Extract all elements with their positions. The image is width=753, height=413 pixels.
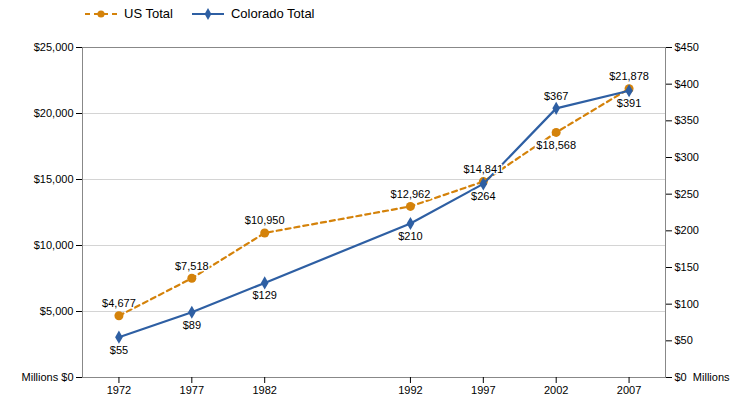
svg-text:$150: $150 bbox=[675, 261, 699, 273]
svg-text:$25,000: $25,000 bbox=[34, 41, 74, 53]
svg-text:$12,962: $12,962 bbox=[391, 188, 431, 200]
svg-text:2002: 2002 bbox=[544, 384, 568, 396]
svg-text:$10,950: $10,950 bbox=[245, 214, 285, 226]
svg-text:$15,000: $15,000 bbox=[34, 173, 74, 185]
svg-text:$21,878: $21,878 bbox=[609, 70, 649, 82]
svg-text:$400: $400 bbox=[675, 78, 699, 90]
svg-text:$18,568: $18,568 bbox=[536, 139, 576, 151]
svg-text:$129: $129 bbox=[252, 289, 276, 301]
svg-text:$200: $200 bbox=[675, 224, 699, 236]
svg-text:2007: 2007 bbox=[617, 384, 641, 396]
svg-text:Millions $0: Millions $0 bbox=[22, 371, 74, 383]
svg-text:1977: 1977 bbox=[180, 384, 204, 396]
svg-text:1972: 1972 bbox=[107, 384, 131, 396]
svg-text:$100: $100 bbox=[675, 298, 699, 310]
svg-text:$0 Millions: $0 Millions bbox=[675, 371, 731, 383]
svg-text:$89: $89 bbox=[183, 319, 201, 331]
svg-text:$350: $350 bbox=[675, 114, 699, 126]
svg-text:$7,518: $7,518 bbox=[175, 260, 209, 272]
html-text:US Total: US Total bbox=[124, 6, 173, 21]
svg-text:$55: $55 bbox=[110, 344, 128, 356]
svg-text:1992: 1992 bbox=[398, 384, 422, 396]
svg-text:$14,841: $14,841 bbox=[463, 163, 503, 175]
svg-text:$367: $367 bbox=[544, 90, 568, 102]
svg-text:$50: $50 bbox=[675, 334, 693, 346]
svg-text:$250: $250 bbox=[675, 188, 699, 200]
html-text:Colorado Total: Colorado Total bbox=[230, 6, 315, 21]
svg-text:$300: $300 bbox=[675, 151, 699, 163]
svg-text:$450: $450 bbox=[675, 41, 699, 53]
svg-text:$5,000: $5,000 bbox=[40, 305, 74, 317]
svg-text:1982: 1982 bbox=[252, 384, 276, 396]
svg-text:$264: $264 bbox=[471, 190, 495, 202]
svg-text:$20,000: $20,000 bbox=[34, 107, 74, 119]
svg-text:$391: $391 bbox=[617, 97, 641, 109]
svg-text:$210: $210 bbox=[398, 230, 422, 242]
svg-text:$10,000: $10,000 bbox=[34, 239, 74, 251]
svg-text:$4,677: $4,677 bbox=[102, 297, 136, 309]
svg-text:1997: 1997 bbox=[471, 384, 495, 396]
